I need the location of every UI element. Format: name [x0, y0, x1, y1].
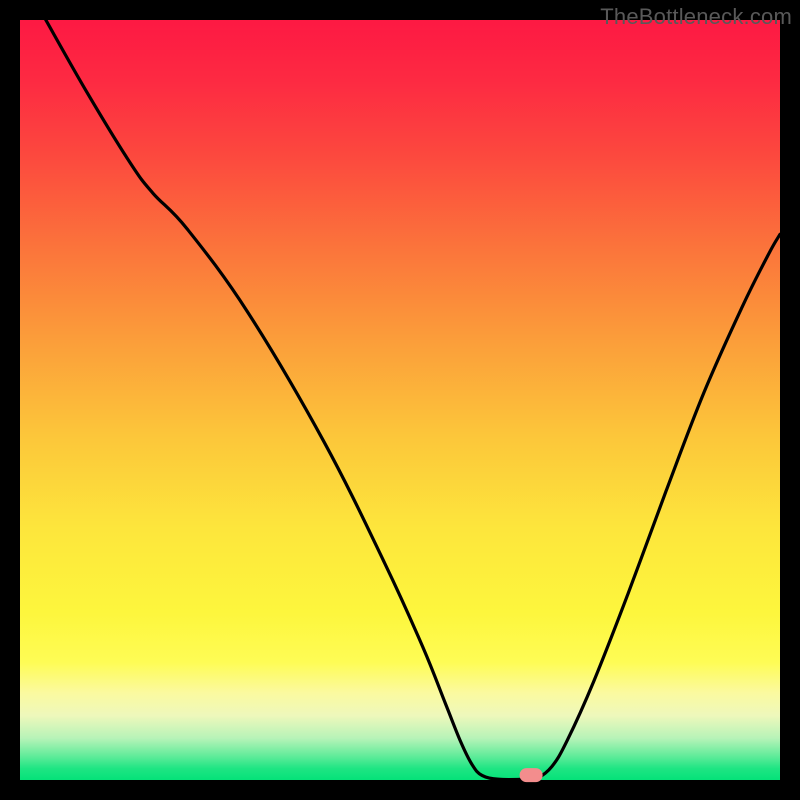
bottleneck-curve — [20, 20, 780, 780]
watermark-text: TheBottleneck.com — [600, 4, 792, 30]
plot-area — [20, 20, 780, 780]
optimum-marker — [519, 769, 542, 783]
